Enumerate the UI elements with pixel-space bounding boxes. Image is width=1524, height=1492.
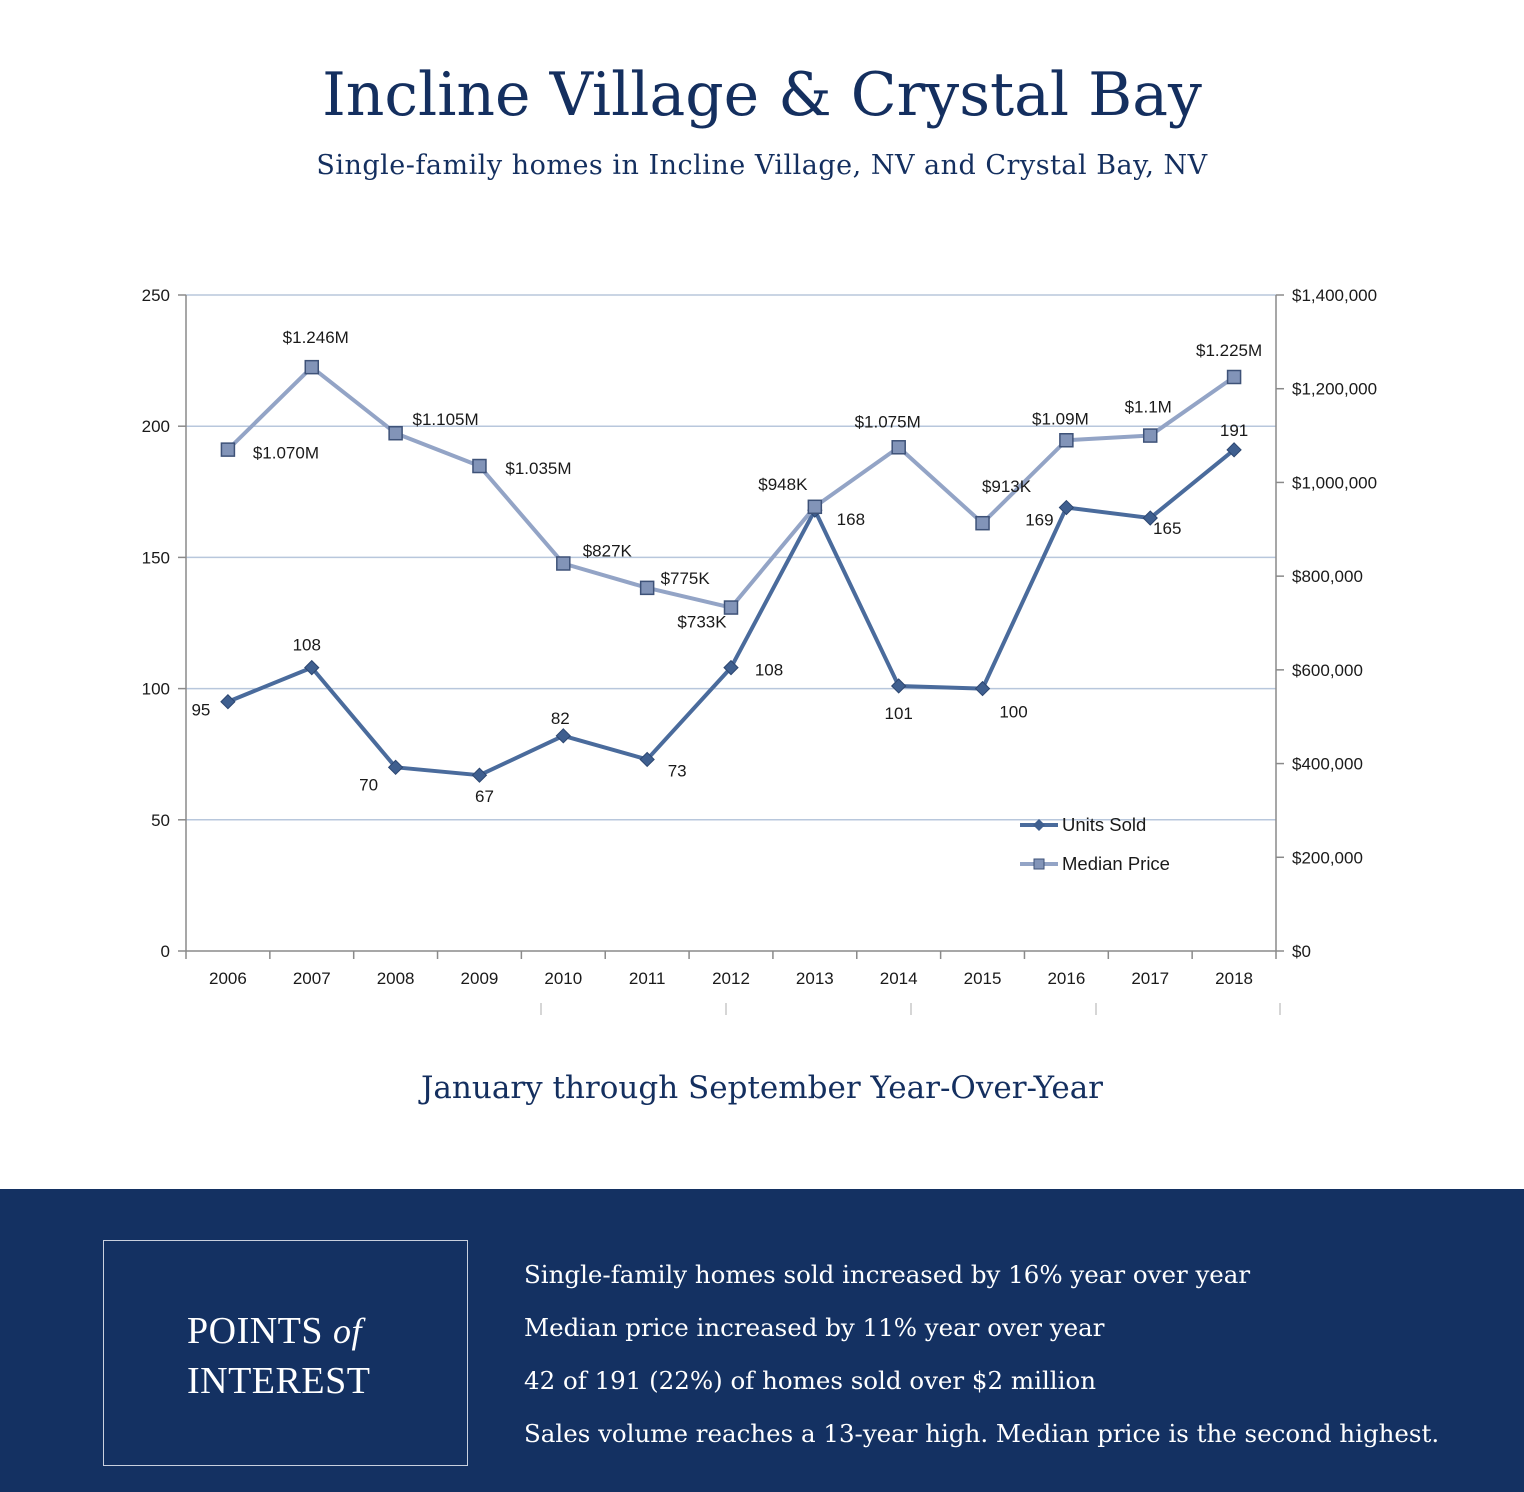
median-price-point — [220, 442, 236, 457]
period-label: January through September Year-Over-Year — [421, 1070, 1103, 1106]
median-price-data-label: $1.1M — [1125, 398, 1172, 417]
right-tick-label: $0 — [1292, 942, 1311, 961]
points-of-interest-heading-box: POINTS of INTEREST — [103, 1240, 468, 1466]
median-price-point — [975, 515, 990, 531]
units-sold-point — [555, 728, 572, 744]
right-tick-label: $200,000 — [1292, 848, 1363, 867]
median-price-point — [1142, 428, 1158, 443]
legend-diamond-marker — [1033, 819, 1045, 831]
units-sold-point — [387, 759, 404, 776]
units-sold-data-label: 100 — [999, 703, 1027, 722]
median-price-data-label: $1.225M — [1196, 341, 1262, 360]
median-price-data-label: $948K — [758, 475, 808, 494]
median-price-point — [556, 556, 571, 571]
units-sold-data-label: 169 — [1025, 511, 1053, 530]
median-price-data-label: $1.246M — [283, 328, 349, 347]
x-tick-label: 2009 — [461, 969, 499, 988]
units-sold-point — [723, 659, 739, 676]
points-heading-line1: POINTS of — [187, 1309, 362, 1353]
legend-label: Median Price — [1062, 853, 1170, 874]
units-sold-data-label: 70 — [359, 775, 378, 794]
x-tick-label: 2011 — [629, 969, 666, 988]
right-tick-label: $1,200,000 — [1292, 380, 1377, 399]
x-tick-label: 2010 — [544, 969, 582, 988]
median-price-point — [472, 458, 487, 474]
median-price-data-label: $913K — [982, 477, 1032, 496]
units-sold-data-label: 73 — [668, 761, 687, 780]
median-price-point — [304, 359, 320, 375]
legend-label: Units Sold — [1062, 814, 1146, 835]
units-sold-data-label: 108 — [293, 636, 321, 655]
units-sold-data-label: 95 — [191, 701, 210, 720]
left-tick-label: 0 — [161, 942, 170, 961]
x-tick-label: 2016 — [1047, 969, 1085, 988]
x-tick-label: 2008 — [377, 969, 415, 988]
median-price-data-label: $733K — [677, 613, 727, 632]
poi-item: Single-family homes sold increased by 16… — [524, 1260, 1251, 1289]
page-title: Incline Village & Crystal Bay — [322, 60, 1202, 130]
line-chart: 0 50 100 150 200 250 $0 $200,000 $400,000 $600,00… — [142, 286, 1377, 1015]
units-sold-point — [304, 659, 320, 676]
median-price-point — [807, 499, 823, 515]
x-tick-label: 2006 — [209, 969, 247, 988]
points-word: POINTS — [187, 1310, 324, 1352]
x-tick-label: 2007 — [293, 969, 331, 988]
x-tick-label: 2013 — [796, 969, 834, 988]
units-sold-point — [639, 751, 655, 768]
x-tick-label: 2018 — [1215, 969, 1253, 988]
poi-item: 42 of 191 (22%) of homes sold over $2 mi… — [524, 1366, 1096, 1395]
of-word: of — [333, 1311, 363, 1351]
median-price-point — [723, 600, 739, 615]
median-price-data-label: $1.105M — [413, 410, 479, 429]
poi-item: Median price increased by 11% year over … — [524, 1313, 1105, 1342]
median-price-data-label: $1.09M — [1032, 409, 1089, 428]
left-tick-label: 150 — [142, 548, 170, 567]
units-sold-data-label: 191 — [1220, 421, 1248, 440]
left-tick-label: 250 — [142, 286, 170, 305]
units-sold-data-label: 101 — [885, 704, 913, 723]
x-tick-label: 2015 — [964, 969, 1002, 988]
median-price-point — [1059, 433, 1074, 448]
x-tick-label: 2014 — [880, 969, 918, 988]
units-sold-point — [471, 767, 488, 783]
units-sold-point — [1226, 442, 1242, 458]
median-price-point — [639, 580, 655, 596]
poi-item: Sales volume reaches a 13-year high. Med… — [524, 1419, 1440, 1448]
median-price-point — [1226, 369, 1242, 385]
median-price-point — [388, 425, 403, 441]
right-tick-label: $1,000,000 — [1292, 473, 1377, 492]
right-tick-label: $800,000 — [1292, 567, 1363, 586]
right-tick-label: $600,000 — [1292, 661, 1363, 680]
median-price-data-label: $775K — [661, 569, 711, 588]
right-tick-label: $1,400,000 — [1292, 286, 1377, 305]
median-price-data-label: $1.035M — [505, 459, 571, 478]
units-sold-point — [1142, 510, 1158, 526]
units-sold-point — [890, 678, 907, 694]
left-tick-label: 50 — [151, 811, 170, 830]
units-sold-point — [220, 694, 236, 710]
units-sold-data-label: 82 — [551, 709, 570, 728]
interest-word: INTEREST — [187, 1360, 371, 1402]
units-sold-point — [1058, 499, 1075, 516]
median-price-data-label: $1.070M — [253, 444, 319, 463]
units-sold-data-label: 108 — [755, 661, 783, 680]
units-sold-point — [974, 680, 991, 697]
median-price-point — [891, 440, 906, 455]
units-sold-data-label: 165 — [1153, 519, 1181, 538]
left-tick-label: 200 — [142, 417, 170, 436]
legend-square-marker — [1033, 858, 1045, 870]
median-price-data-label: $827K — [583, 541, 633, 560]
median-price-data-label: $1.075M — [855, 412, 921, 431]
points-of-interest-list: Single-family homes sold increased by 16… — [524, 1255, 1439, 1467]
units-sold-data-label: 67 — [475, 787, 494, 806]
left-tick-label: 100 — [142, 680, 170, 699]
series-line-median-price — [226, 365, 1236, 610]
x-tick-label: 2017 — [1131, 969, 1169, 988]
right-tick-label: $400,000 — [1292, 755, 1363, 774]
page-subtitle: Single-family homes in Incline Village, … — [316, 150, 1208, 181]
x-tick-label: 2012 — [712, 969, 750, 988]
points-of-interest-panel: POINTS of INTEREST Single-family homes s… — [0, 1189, 1524, 1492]
units-sold-data-label: 168 — [837, 510, 865, 529]
